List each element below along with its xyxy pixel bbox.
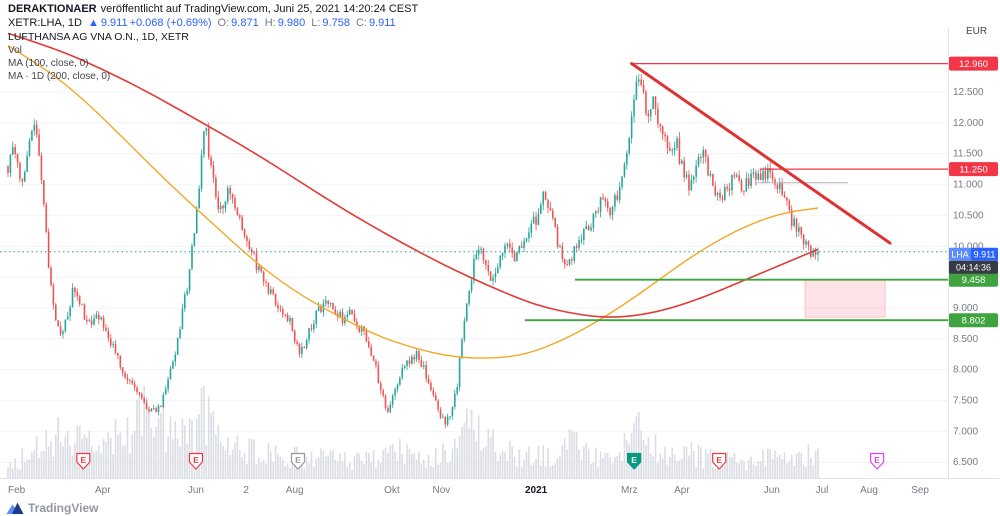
svg-text:Jun: Jun bbox=[764, 485, 780, 496]
chart-legend: LUFTHANSA AG VNA O.N., 1D, XETR Vol MA (… bbox=[8, 31, 189, 83]
chart-header: DERAKTIONAER veröffentlicht auf TradingVi… bbox=[8, 3, 418, 30]
publish-info-row: DERAKTIONAER veröffentlicht auf TradingVi… bbox=[8, 3, 418, 16]
support-line-9458-badge bbox=[949, 272, 998, 287]
svg-text:7.000: 7.000 bbox=[953, 426, 978, 437]
svg-text:6.500: 6.500 bbox=[953, 457, 978, 468]
open-label: O: bbox=[217, 17, 230, 29]
svg-text:Jul: Jul bbox=[816, 485, 829, 496]
footer: TradingView bbox=[6, 501, 98, 515]
time-axis[interactable]: Feb Apr Jun 2 Aug Okt Nov 2021 Mrz Apr Jun Jul Aug Se… bbox=[8, 485, 929, 496]
svg-text:10.000: 10.000 bbox=[953, 241, 984, 252]
svg-text:12.960: 12.960 bbox=[959, 59, 988, 70]
price-axis[interactable]: EUR 12.500 12.000 11.500 11.000 10.500 10.000 9… bbox=[953, 26, 987, 468]
svg-text:E: E bbox=[716, 455, 722, 465]
resistance-line-12960-badge bbox=[949, 56, 998, 71]
ma200-indicator-label[interactable]: MA · 1D (200, close, 0) bbox=[8, 71, 111, 82]
grid-lines bbox=[0, 91, 948, 463]
up-arrow-icon: ▲ bbox=[87, 17, 99, 29]
price-levels[interactable] bbox=[524, 62, 948, 322]
svg-text:Jun: Jun bbox=[188, 485, 204, 496]
svg-text:Mrz: Mrz bbox=[621, 485, 638, 496]
svg-text:Nov: Nov bbox=[433, 485, 451, 496]
svg-text:10.500: 10.500 bbox=[953, 210, 984, 221]
svg-text:9.458: 9.458 bbox=[962, 275, 986, 286]
published-note: veröffentlicht auf TradingView.com, Juni… bbox=[100, 3, 419, 15]
tradingview-logo-icon[interactable] bbox=[6, 501, 24, 515]
symbol-chip bbox=[949, 247, 971, 261]
candlestick-series bbox=[7, 74, 819, 429]
svg-text:04:14:36: 04:14:36 bbox=[956, 263, 991, 273]
price-change: +0.068 (+0.69%) bbox=[129, 17, 212, 29]
svg-text:8.802: 8.802 bbox=[962, 316, 986, 327]
publisher-name: DERAKTIONAER bbox=[8, 3, 97, 15]
svg-text:9.000: 9.000 bbox=[953, 303, 978, 314]
svg-text:7.500: 7.500 bbox=[953, 396, 978, 407]
tradingview-logo-text[interactable]: TradingView bbox=[28, 501, 99, 515]
svg-text:Apr: Apr bbox=[674, 485, 690, 496]
ma-100-line bbox=[7, 45, 819, 359]
svg-text:11.250: 11.250 bbox=[959, 165, 987, 176]
symbol-ohlc-row: XETR:LHA, 1D ▲ 9.911 +0.068 (+0.69%) O: 9.871… bbox=[8, 17, 418, 30]
ma-200-line bbox=[7, 32, 819, 318]
volume-indicator-label[interactable]: Vol bbox=[8, 45, 22, 56]
svg-text:LHA: LHA bbox=[951, 250, 969, 260]
resistance-line-11250-badge bbox=[949, 162, 998, 177]
high-label: H: bbox=[264, 17, 276, 29]
svg-text:12.000: 12.000 bbox=[953, 118, 984, 129]
ma100-indicator-label[interactable]: MA (100, close, 0) bbox=[8, 58, 89, 69]
svg-text:E: E bbox=[295, 455, 301, 465]
countdown-chip bbox=[949, 260, 998, 274]
svg-text:9.911: 9.911 bbox=[974, 250, 996, 260]
earnings-icon[interactable]: E bbox=[76, 452, 91, 470]
svg-text:11.500: 11.500 bbox=[953, 149, 983, 160]
close-value: 9.911 bbox=[368, 17, 396, 29]
svg-text:E: E bbox=[193, 455, 199, 465]
trend-line[interactable] bbox=[630, 62, 892, 245]
svg-text:E: E bbox=[80, 455, 86, 465]
earnings-icon[interactable]: E bbox=[712, 452, 727, 470]
svg-text:12.500: 12.500 bbox=[953, 87, 984, 98]
last-price: 9.911 bbox=[100, 17, 128, 29]
svg-text:Aug: Aug bbox=[286, 485, 304, 496]
instrument-title: LUFTHANSA AG VNA O.N., 1D, XETR bbox=[8, 31, 189, 43]
axis-borders bbox=[0, 28, 1000, 479]
svg-text:Aug: Aug bbox=[860, 485, 878, 496]
low-value: 9.758 bbox=[322, 17, 350, 29]
highlight-zone-rectangle[interactable] bbox=[804, 279, 886, 318]
close-label: C: bbox=[355, 17, 367, 29]
symbol-interval: XETR:LHA, 1D bbox=[8, 17, 82, 29]
earnings-icon[interactable]: E bbox=[627, 452, 642, 470]
svg-text:2021: 2021 bbox=[525, 485, 548, 496]
svg-text:8.500: 8.500 bbox=[953, 334, 978, 345]
svg-text:11.000: 11.000 bbox=[953, 180, 983, 191]
svg-text:Feb: Feb bbox=[8, 485, 26, 496]
earnings-icon[interactable]: E bbox=[188, 452, 204, 470]
axis-level-badges: 12.960 11.250 9.458 8.802 bbox=[949, 56, 998, 328]
support-line-8802-badge bbox=[949, 313, 998, 328]
low-label: L: bbox=[311, 17, 321, 29]
last-price-badge: LHA 9.911 04:14:36 bbox=[949, 247, 998, 274]
svg-text:Okt: Okt bbox=[384, 485, 400, 496]
price-chip bbox=[971, 247, 998, 261]
svg-text:E: E bbox=[631, 455, 637, 465]
high-value: 9.980 bbox=[277, 17, 306, 29]
svg-text:2: 2 bbox=[243, 485, 249, 496]
svg-text:8.000: 8.000 bbox=[953, 365, 978, 376]
earnings-icon[interactable]: E bbox=[290, 452, 306, 470]
earnings-icon[interactable]: E bbox=[870, 452, 885, 470]
open-value: 9.871 bbox=[231, 17, 259, 29]
svg-text:Apr: Apr bbox=[95, 485, 111, 496]
svg-text:Sep: Sep bbox=[911, 485, 929, 496]
svg-text:E: E bbox=[874, 455, 880, 465]
svg-text:EUR: EUR bbox=[966, 26, 987, 37]
volume-series bbox=[7, 386, 819, 478]
